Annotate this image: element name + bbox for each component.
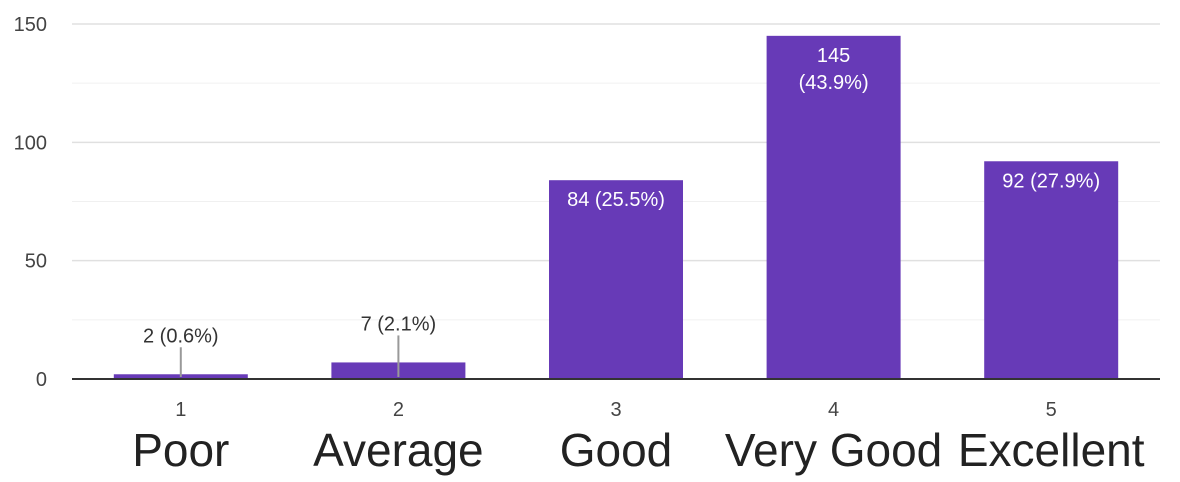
x-tick-label: 4 <box>828 399 839 421</box>
y-tick-label: 50 <box>25 251 47 273</box>
bar-3 <box>549 180 683 379</box>
bar-4 <box>766 35 901 379</box>
bar-5 <box>984 161 1119 379</box>
data-labels: 2 (0.6%) 7 (2.1%) 84 (25.5%) 145 (43.9%) 92 (… <box>143 45 1100 377</box>
x-category-label: Good <box>560 424 673 476</box>
x-category-label: Poor <box>132 424 229 476</box>
x-tick-label: 3 <box>610 399 621 421</box>
x-tick-label: 5 <box>1046 399 1057 421</box>
y-tick-label: 100 <box>14 132 47 154</box>
data-label: 145 <box>817 45 850 67</box>
data-label: 2 (0.6%) <box>143 325 219 347</box>
x-tick-label: 2 <box>393 399 404 421</box>
x-category-label: Average <box>313 424 484 476</box>
x-category-label: Excellent <box>958 424 1145 476</box>
data-label: (43.9%) <box>799 72 869 94</box>
data-label: 7 (2.1%) <box>361 313 437 335</box>
y-tick-label: 0 <box>36 369 47 391</box>
data-label: 92 (27.9%) <box>1002 170 1100 192</box>
y-tick-label: 150 <box>14 14 47 36</box>
axes: 0 50 100 150 1 Poor 2 Average 3 Good 4 Very Good 5 Ex… <box>14 14 1160 476</box>
x-category-label: Very Good <box>725 424 942 476</box>
bars <box>113 35 1119 379</box>
data-label: 84 (25.5%) <box>567 189 665 211</box>
x-tick-label: 1 <box>175 399 186 421</box>
